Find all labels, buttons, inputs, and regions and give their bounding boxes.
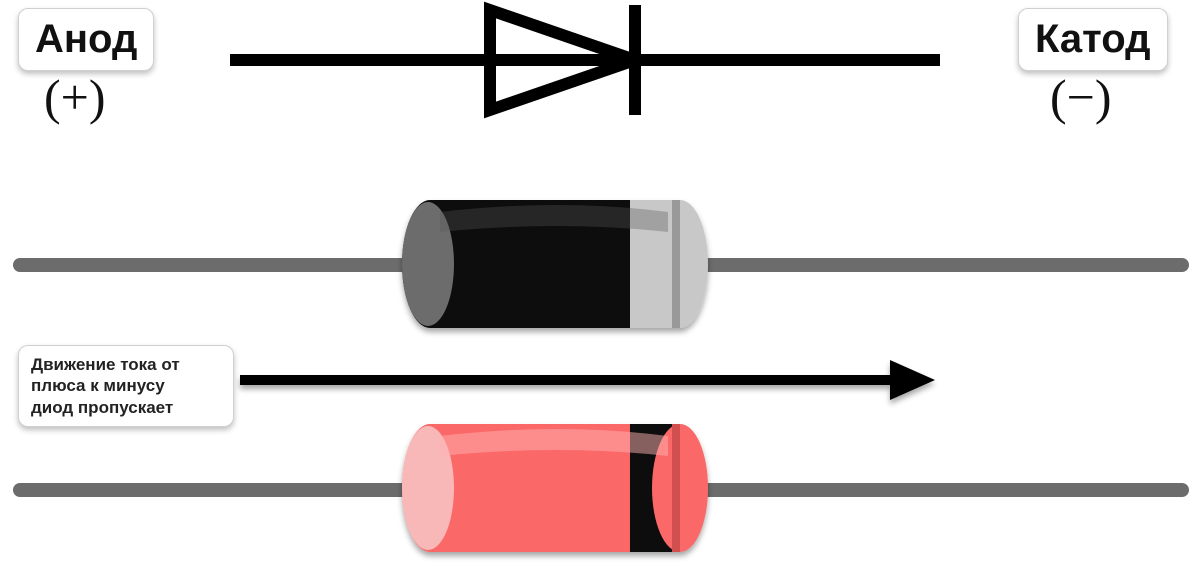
components-layer: [0, 0, 1200, 577]
current-arrow-icon: [240, 360, 935, 400]
diagram-stage: Анод (+) Катод (−): [0, 0, 1200, 577]
description-card: Движение тока от плюса к минусу диод про…: [18, 345, 234, 427]
description-line: плюса к минусу: [31, 375, 221, 396]
black-diode: [20, 200, 1182, 328]
red-diode: [20, 424, 1182, 552]
description-line: диод пропускает: [31, 397, 221, 418]
description-line: Движение тока от: [31, 354, 221, 375]
